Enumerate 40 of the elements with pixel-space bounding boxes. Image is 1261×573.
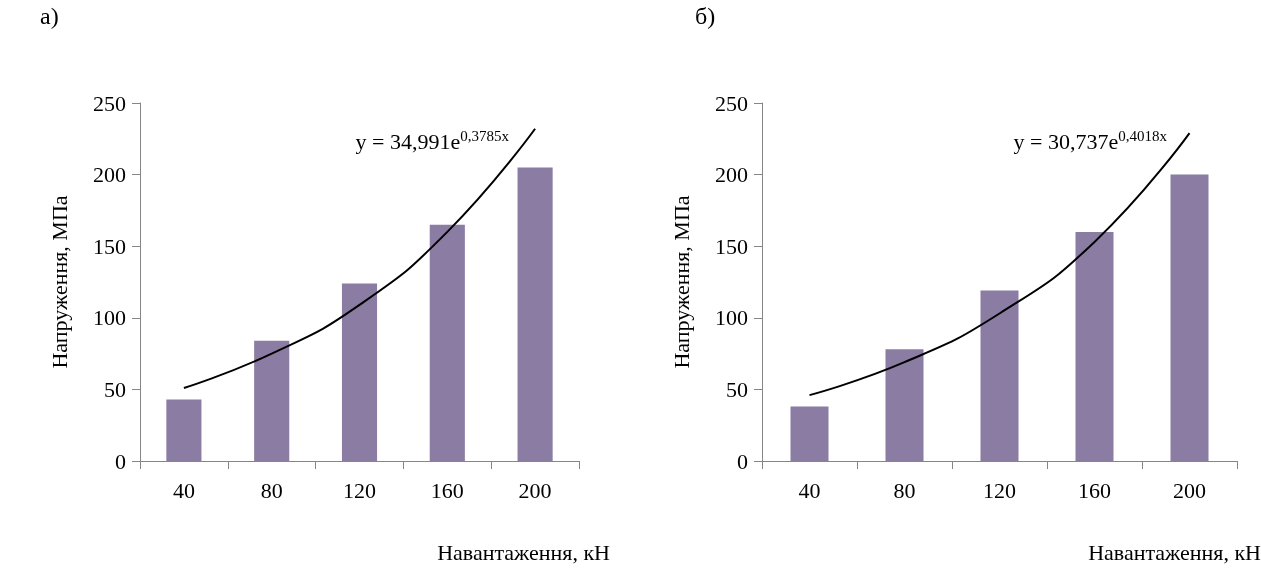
bar	[790, 406, 829, 461]
bar	[166, 399, 202, 461]
y-tick-label: 250	[715, 90, 748, 116]
chart-title: а)	[40, 3, 59, 29]
y-tick-label: 200	[93, 162, 126, 188]
y-tick-label: 150	[93, 233, 126, 259]
bar	[429, 224, 465, 461]
y-tick-label: 100	[715, 305, 748, 331]
y-tick-label: 50	[104, 376, 126, 402]
x-tick-label: 120	[983, 477, 1016, 503]
x-tick-label: 120	[343, 477, 376, 503]
bar	[980, 290, 1019, 461]
x-tick-label: 80	[260, 477, 283, 503]
y-axis-title: Напруження, МПа	[668, 195, 694, 369]
bar	[1075, 231, 1114, 461]
line-series	[808, 132, 1191, 397]
bar	[517, 167, 553, 461]
bar	[254, 340, 290, 461]
chart-title: б)	[695, 3, 716, 29]
x-tick-label: 200	[518, 477, 552, 503]
y-tick-label: 200	[715, 162, 748, 188]
bar	[885, 349, 924, 461]
y-tick-label: 100	[93, 305, 126, 331]
y-tick-label: 0	[737, 448, 748, 474]
x-tick-label: 160	[1078, 477, 1111, 503]
x-tick-label: 40	[798, 477, 821, 503]
bar	[1170, 174, 1209, 461]
x-axis-title: Навантаження, кН	[1088, 539, 1261, 565]
line-series	[182, 127, 537, 389]
y-axis-title: Напруження, МПа	[46, 195, 72, 369]
x-tick-label: 160	[430, 477, 464, 503]
y-tick-label: 150	[715, 233, 748, 259]
x-tick-label: 200	[1173, 477, 1206, 503]
y-tick-label: 250	[93, 90, 126, 116]
bar	[341, 283, 378, 461]
y-tick-label: 50	[726, 376, 748, 402]
y-tick-label: 0	[115, 448, 126, 474]
x-tick-label: 40	[172, 477, 195, 503]
x-tick-label: 80	[893, 477, 916, 503]
x-axis-title: Навантаження, кН	[437, 539, 611, 565]
